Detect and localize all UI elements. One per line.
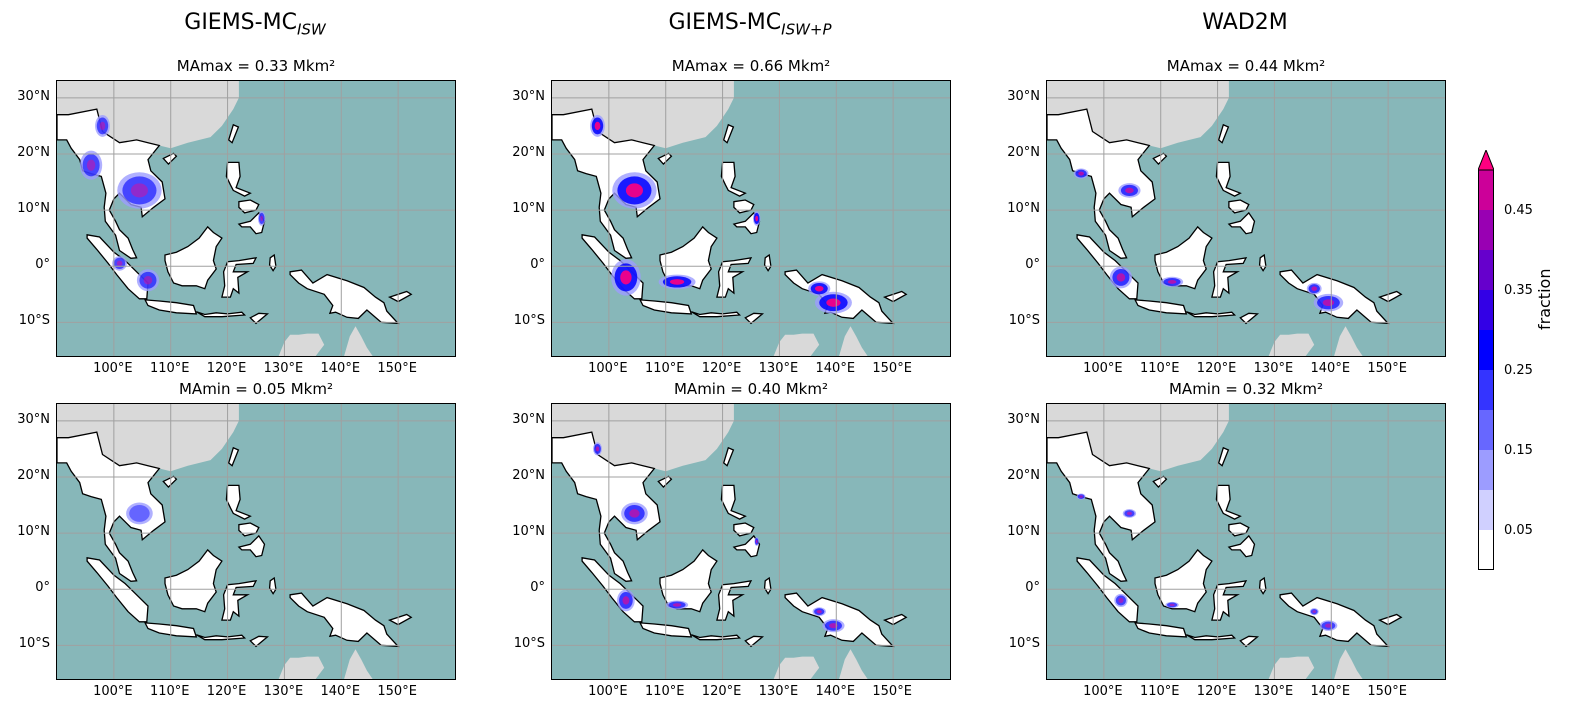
colorbar-extend-arrow [1478, 150, 1494, 171]
lon-tick-label: 110°E [644, 684, 685, 699]
column-title-1: GIEMS-MCISW [184, 10, 326, 39]
colorbar-label: fraction [1535, 268, 1554, 330]
lon-tick-label: 140°E [320, 361, 361, 376]
panel-title-5: MAmin = 0.40 Mkm² [673, 380, 828, 398]
lon-tick-label: 150°E [377, 684, 417, 699]
lat-tick-label: 10°S [18, 313, 50, 329]
lat-tick-label: 20°N [1007, 144, 1040, 160]
lon-tick-label: 100°E [1083, 684, 1123, 699]
lat-tick-label: 30°N [512, 88, 545, 104]
lat-tick-label: 0° [35, 580, 50, 596]
colorbar-segment [1478, 370, 1494, 410]
lon-tick-label: 120°E [206, 684, 247, 699]
lat-tick-label: 20°N [17, 467, 50, 483]
colorbar-tick-045: 0.45 [1504, 203, 1533, 218]
lat-tick-label: 20°N [512, 467, 545, 483]
panel-title-4: MAmin = 0.05 Mkm² [178, 380, 333, 398]
lat-tick-label: 10°N [17, 524, 50, 540]
map-panel-6 [1046, 403, 1446, 680]
lon-tick-label: 130°E [263, 684, 304, 699]
lat-tick-label: 10°N [512, 524, 545, 540]
lon-tick-label: 150°E [377, 361, 417, 376]
panel-title-1: MAmax = 0.33 Mkm² [176, 57, 336, 75]
colorbar-tick-005: 0.05 [1504, 523, 1533, 538]
lon-tick-label: 100°E [93, 684, 133, 699]
lon-tick-label: 110°E [644, 361, 685, 376]
lat-tick-label: 10°S [18, 636, 50, 652]
colorbar-segment [1478, 330, 1494, 370]
panel-title-2: MAmax = 0.66 Mkm² [671, 57, 831, 75]
map-panel-2 [551, 80, 951, 357]
colorbar-segment [1478, 530, 1494, 570]
lon-tick-label: 110°E [149, 361, 190, 376]
colorbar-tick-035: 0.35 [1504, 283, 1533, 298]
lon-tick-label: 130°E [758, 361, 799, 376]
lat-tick-label: 20°N [512, 144, 545, 160]
panel-title-6: MAmin = 0.32 Mkm² [1168, 380, 1323, 398]
lon-tick-label: 150°E [1367, 684, 1407, 699]
lat-tick-label: 0° [35, 257, 50, 273]
lon-tick-label: 130°E [263, 361, 304, 376]
lat-tick-label: 20°N [1007, 467, 1040, 483]
column-title-2: GIEMS-MCISW+P [668, 10, 832, 39]
colorbar [1478, 150, 1494, 570]
lon-tick-label: 150°E [872, 361, 912, 376]
colorbar-segment [1478, 210, 1494, 250]
colorbar-tick-015: 0.15 [1504, 443, 1533, 458]
panel-title-3: MAmax = 0.44 Mkm² [1166, 57, 1326, 75]
lon-tick-label: 110°E [1139, 684, 1180, 699]
lat-tick-label: 10°N [512, 201, 545, 217]
lon-tick-label: 100°E [588, 361, 628, 376]
lon-tick-label: 150°E [872, 684, 912, 699]
lon-tick-label: 130°E [1253, 684, 1294, 699]
lon-tick-label: 120°E [1196, 684, 1237, 699]
lon-tick-label: 120°E [701, 361, 742, 376]
map-panel-3 [1046, 80, 1446, 357]
lon-tick-label: 120°E [206, 361, 247, 376]
lon-tick-label: 130°E [758, 684, 799, 699]
lat-tick-label: 10°S [1008, 636, 1040, 652]
lon-tick-label: 140°E [320, 684, 361, 699]
lon-tick-label: 120°E [1196, 361, 1237, 376]
colorbar-segment [1478, 250, 1494, 290]
lat-tick-label: 30°N [17, 411, 50, 427]
lon-tick-label: 150°E [1367, 361, 1407, 376]
lat-tick-label: 10°N [1007, 201, 1040, 217]
lon-tick-label: 100°E [93, 361, 133, 376]
lat-tick-label: 0° [1025, 580, 1040, 596]
lon-tick-label: 120°E [701, 684, 742, 699]
lon-tick-label: 140°E [1310, 684, 1351, 699]
lat-tick-label: 10°S [1008, 313, 1040, 329]
map-panel-4 [56, 403, 456, 680]
lon-tick-label: 140°E [815, 684, 856, 699]
lat-tick-label: 0° [1025, 257, 1040, 273]
lat-tick-label: 30°N [17, 88, 50, 104]
colorbar-segment [1478, 290, 1494, 330]
lon-tick-label: 130°E [1253, 361, 1294, 376]
lat-tick-label: 10°S [513, 313, 545, 329]
colorbar-segment [1478, 410, 1494, 450]
lat-tick-label: 30°N [512, 411, 545, 427]
lon-tick-label: 110°E [1139, 361, 1180, 376]
map-panel-1 [56, 80, 456, 357]
lat-tick-label: 30°N [1007, 88, 1040, 104]
lat-tick-label: 0° [530, 580, 545, 596]
lat-tick-label: 30°N [1007, 411, 1040, 427]
colorbar-segment [1478, 490, 1494, 530]
lat-tick-label: 10°N [1007, 524, 1040, 540]
colorbar-segment [1478, 450, 1494, 490]
lat-tick-label: 10°S [513, 636, 545, 652]
colorbar-segment [1478, 170, 1494, 210]
lon-tick-label: 140°E [1310, 361, 1351, 376]
lat-tick-label: 20°N [17, 144, 50, 160]
lat-tick-label: 0° [530, 257, 545, 273]
lat-tick-label: 10°N [17, 201, 50, 217]
lon-tick-label: 110°E [149, 684, 190, 699]
map-panel-5 [551, 403, 951, 680]
lon-tick-label: 140°E [815, 361, 856, 376]
lon-tick-label: 100°E [588, 684, 628, 699]
lon-tick-label: 100°E [1083, 361, 1123, 376]
column-title-3: WAD2M [1202, 10, 1288, 35]
colorbar-tick-025: 0.25 [1504, 363, 1533, 378]
